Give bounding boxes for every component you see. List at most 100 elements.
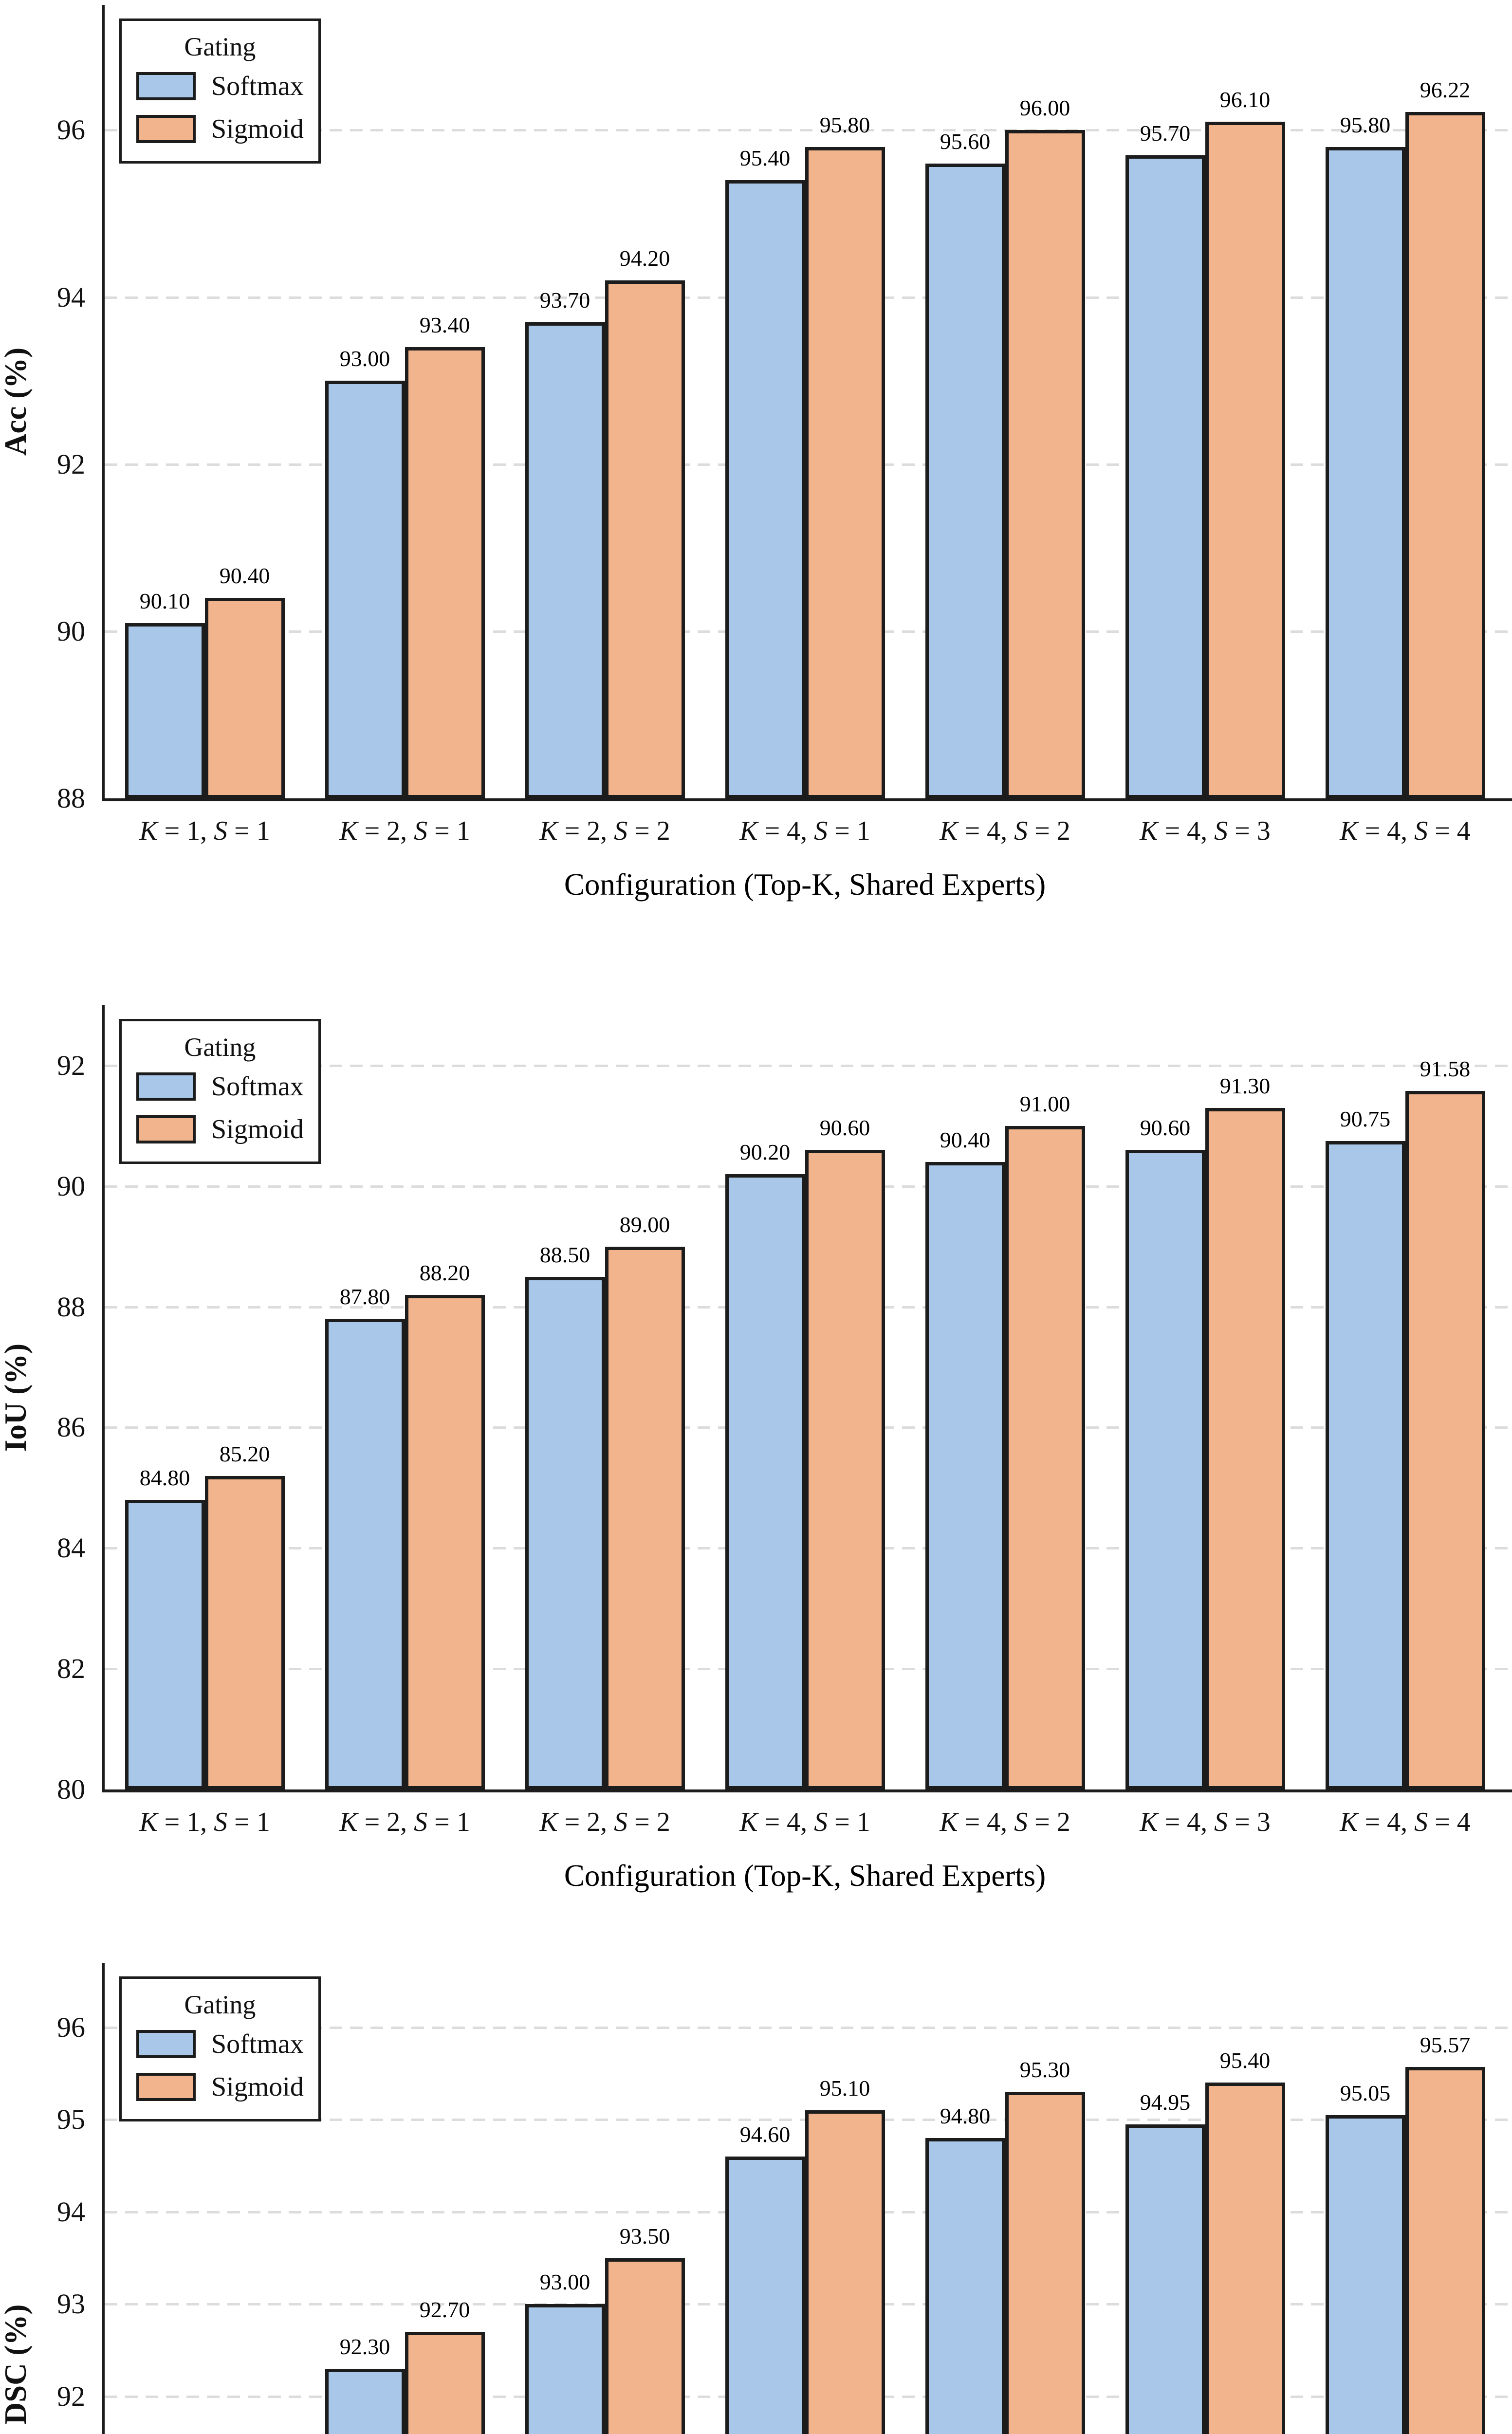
bar-value-label: 95.30 <box>1019 2057 1070 2083</box>
bar-softmax <box>925 2138 1005 2434</box>
legend-entry-sigmoid: Sigmoid <box>136 2065 304 2108</box>
bar-value-label: 91.30 <box>1219 1073 1271 1098</box>
bar-sigmoid <box>405 347 485 798</box>
y-tick-label: 84 <box>57 1532 85 1564</box>
bar-value-label: 90.20 <box>739 1139 791 1164</box>
bar-sigmoid <box>204 1475 285 1789</box>
legend-swatch-softmax <box>136 2030 196 2058</box>
x-tick-label: K = 2, S = 2 <box>539 1807 670 1837</box>
bar-value-label: 90.60 <box>819 1115 870 1141</box>
bar-softmax <box>525 322 605 798</box>
bar-value-label: 96.00 <box>1019 95 1070 121</box>
bar-softmax <box>325 1319 405 1789</box>
bar-value-label: 90.40 <box>219 563 270 589</box>
x-tick-label: K = 1, S = 1 <box>139 816 270 846</box>
x-tick-label: K = 2, S = 1 <box>339 1807 470 1837</box>
legend-entry-softmax: Softmax <box>136 65 304 108</box>
y-tick-label: 92 <box>57 1049 85 1081</box>
acc-chart: 88 90 92 94 96 90.10 90.40 K = 1, S = 1 93.00 93.… <box>0 0 1512 957</box>
legend-swatch-softmax <box>136 1072 196 1101</box>
legend-label: Softmax <box>211 71 304 101</box>
x-tick-label: K = 4, S = 4 <box>1340 1807 1471 1837</box>
bar-sigmoid <box>1405 111 1485 798</box>
legend-swatch-sigmoid <box>136 1115 196 1143</box>
y-tick-label: 93 <box>57 2288 85 2320</box>
bar-softmax <box>925 1162 1005 1789</box>
x-tick-label: K = 2, S = 2 <box>539 816 670 846</box>
bar-value-label: 91.00 <box>1019 1091 1070 1116</box>
legend: Gating Softmax Sigmoid <box>119 1019 321 1164</box>
bar-sigmoid <box>805 1150 885 1789</box>
legend-label: Softmax <box>211 2029 304 2059</box>
y-tick-label: 86 <box>57 1411 85 1443</box>
y-tick-label: 82 <box>57 1653 85 1685</box>
bar-value-label: 95.80 <box>1340 112 1391 137</box>
bar-softmax <box>725 1174 805 1789</box>
y-tick-label: 92 <box>57 448 85 480</box>
bar-softmax <box>725 180 805 798</box>
legend-entry-sigmoid: Sigmoid <box>136 1108 304 1151</box>
y-axis-spine <box>102 1005 105 1792</box>
bar-softmax <box>1125 1150 1205 1789</box>
y-tick-label: 88 <box>57 782 85 814</box>
bar-value-label: 93.40 <box>419 313 470 338</box>
y-tick-label: 90 <box>57 1170 85 1202</box>
dsc-chart: 88899091929394959689.3089.70K = 1, S = 1… <box>0 1914 1512 2434</box>
bar-value-label: 88.50 <box>539 1242 590 1267</box>
bar-value-label: 93.00 <box>539 2269 590 2295</box>
x-tick-label: K = 4, S = 3 <box>1140 816 1271 846</box>
bar-sigmoid <box>1005 1125 1085 1789</box>
bar-sigmoid <box>1205 122 1285 798</box>
legend: Gating Softmax Sigmoid <box>119 18 321 164</box>
bar-value-label: 91.58 <box>1420 1056 1471 1081</box>
y-axis-label: DSC (%) <box>0 2304 33 2424</box>
bar-softmax <box>525 1276 605 1789</box>
bar-value-label: 95.40 <box>1219 2048 1271 2073</box>
iou-chart: 80 82 84 86 88 90 92 84.80 85.20 K = 1, S = 1 87.8… <box>0 957 1512 1914</box>
x-tick-label: K = 4, S = 1 <box>739 816 870 846</box>
legend-label: Sigmoid <box>211 114 304 144</box>
y-tick-label: 88 <box>57 1291 85 1323</box>
bar-value-label: 95.40 <box>739 146 791 171</box>
bar-value-label: 93.70 <box>539 288 590 313</box>
y-tick-label: 94 <box>57 281 85 313</box>
bar-sigmoid <box>1005 130 1085 798</box>
bar-sigmoid <box>805 2110 885 2434</box>
y-axis-spine <box>102 5 105 801</box>
x-tick-label: K = 4, S = 2 <box>940 816 1070 846</box>
x-tick-label: K = 4, S = 2 <box>940 1807 1070 1837</box>
gridline <box>105 129 1512 132</box>
x-tick-label: K = 4, S = 4 <box>1340 816 1471 846</box>
bar-value-label: 93.00 <box>339 346 390 371</box>
bar-value-label: 94.20 <box>619 246 670 271</box>
bar-value-label: 96.10 <box>1219 87 1271 112</box>
bar-value-label: 95.80 <box>819 112 870 137</box>
bar-sigmoid <box>405 1294 485 1789</box>
y-tick-label: 95 <box>57 2103 85 2136</box>
bar-value-label: 95.60 <box>940 129 991 154</box>
legend-label: Sigmoid <box>211 2072 304 2102</box>
legend-swatch-sigmoid <box>136 2073 196 2101</box>
x-tick-label: K = 1, S = 1 <box>139 1807 270 1837</box>
bar-sigmoid <box>1005 2092 1085 2434</box>
bar-sigmoid <box>405 2332 485 2434</box>
bar-value-label: 94.95 <box>1140 2089 1191 2115</box>
bar-sigmoid <box>605 2258 685 2434</box>
bar-value-label: 95.70 <box>1140 120 1191 146</box>
bar-value-label: 84.80 <box>139 1465 190 1491</box>
bar-sigmoid <box>1405 2067 1485 2434</box>
bar-sigmoid <box>1405 1090 1485 1789</box>
bar-softmax <box>1325 147 1405 798</box>
bar-sigmoid <box>605 280 685 798</box>
y-tick-label: 90 <box>57 615 85 647</box>
y-tick-label: 96 <box>57 2011 85 2043</box>
bar-value-label: 95.57 <box>1420 2032 1471 2058</box>
x-tick-label: K = 2, S = 1 <box>339 816 470 846</box>
legend-entry-softmax: Softmax <box>136 1065 304 1108</box>
bar-sigmoid <box>1205 2083 1285 2434</box>
bar-value-label: 88.20 <box>419 1260 470 1285</box>
x-tick-label: K = 4, S = 3 <box>1140 1807 1271 1837</box>
legend-entry-sigmoid: Sigmoid <box>136 108 304 150</box>
x-axis-label: Configuration (Top-K, Shared Experts) <box>564 867 1046 902</box>
